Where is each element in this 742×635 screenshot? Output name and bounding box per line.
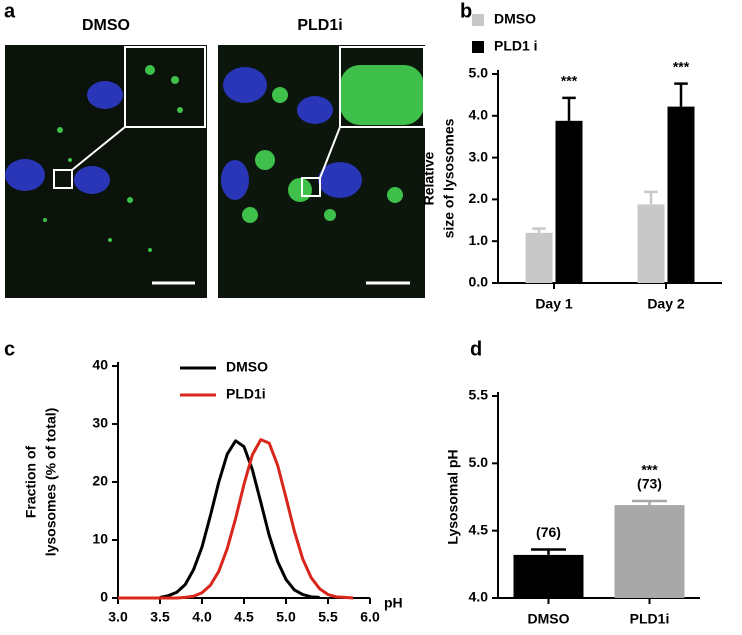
panel-label: c [4, 338, 15, 360]
annotation: *** [561, 73, 578, 89]
y-tick-label: 5.0 [469, 454, 489, 470]
image-title: DMSO [82, 17, 130, 34]
y-tick-label: 4.0 [469, 589, 489, 605]
bar [513, 554, 584, 598]
annotation: (76) [536, 524, 561, 540]
error-bar [531, 548, 566, 555]
x-tick-label: 3.0 [108, 609, 128, 625]
y-tick-label: 0 [100, 589, 108, 605]
annotation: (73) [637, 476, 662, 492]
y-tick-label: 0.0 [469, 274, 489, 290]
y-tick-label: 20 [92, 473, 108, 489]
y-axis-label: size of lysosomes [441, 118, 457, 238]
nuclei [5, 67, 362, 200]
y-axis-label: lysosomes (% of total) [43, 408, 59, 557]
x-tick-label: 4.0 [192, 609, 212, 625]
x-tick-label: Day 1 [535, 296, 573, 312]
bar [667, 106, 695, 283]
legend-swatch [472, 41, 484, 53]
y-axis-label: Relative [421, 151, 437, 205]
error-bar [674, 82, 688, 107]
annotation: *** [673, 58, 690, 74]
inset-frames [53, 46, 425, 285]
y-tick-label: 10 [92, 531, 108, 547]
panel-label: a [4, 0, 16, 22]
x-axis-label: pH [384, 595, 403, 611]
x-tick-label: DMSO [528, 611, 570, 627]
microscopy-panel [5, 45, 425, 298]
y-tick-label: 3.0 [469, 148, 489, 164]
panel-label: d [470, 338, 482, 360]
image-title: PLD1i [297, 17, 342, 34]
y-axis-label: Lysosomal pH [445, 449, 461, 544]
legend-swatch [472, 14, 484, 26]
y-axis-label: Fraction of [23, 446, 39, 519]
x-tick-label: PLD1i [630, 611, 670, 627]
x-tick-label: 4.5 [234, 609, 254, 625]
y-tick-label: 4.5 [469, 521, 489, 537]
error-bar [562, 96, 576, 121]
panel-label: b [460, 0, 472, 22]
bar [614, 505, 685, 598]
bar [555, 120, 583, 283]
x-tick-label: 6.0 [360, 609, 380, 625]
error-bar [632, 499, 667, 506]
significance: *** [641, 462, 658, 478]
y-tick-label: 5.0 [469, 65, 489, 81]
y-tick-label: 40 [92, 357, 108, 373]
y-tick-label: 4.0 [469, 107, 489, 123]
line-series [159, 439, 320, 599]
error-bar [644, 190, 658, 205]
x-tick-label: Day 2 [647, 296, 685, 312]
legend-label: PLD1i [226, 386, 266, 402]
x-tick-label: 3.5 [150, 609, 170, 625]
y-tick-label: 1.0 [469, 232, 489, 248]
legend-label: PLD1 i [494, 38, 538, 54]
bar [525, 232, 553, 283]
bar [637, 204, 665, 283]
error-bar [532, 227, 546, 233]
legend-label: DMSO [226, 359, 268, 375]
x-tick-label: 5.5 [318, 609, 338, 625]
x-tick-label: 5.0 [276, 609, 296, 625]
legend-label: DMSO [494, 11, 536, 27]
y-tick-label: 30 [92, 415, 108, 431]
y-tick-label: 2.0 [469, 190, 489, 206]
line-series [118, 438, 354, 600]
y-tick-label: 5.5 [469, 387, 489, 403]
